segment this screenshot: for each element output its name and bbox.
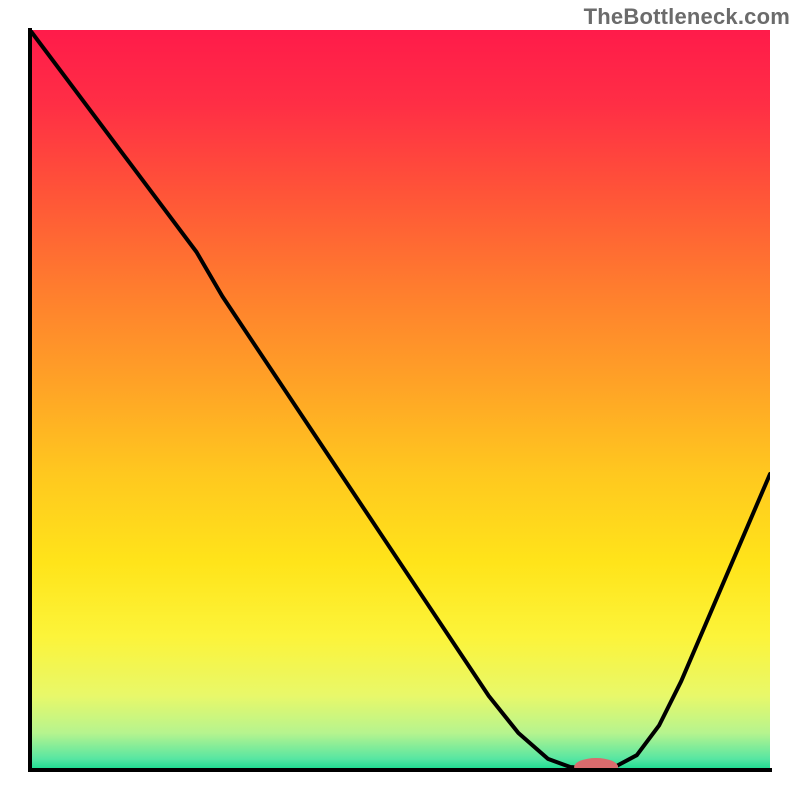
watermark-text: TheBottleneck.com: [584, 4, 790, 30]
chart-container: TheBottleneck.com: [0, 0, 800, 800]
optimal-marker: [574, 758, 618, 776]
bottleneck-chart: [0, 0, 800, 800]
gradient-background: [30, 30, 770, 770]
